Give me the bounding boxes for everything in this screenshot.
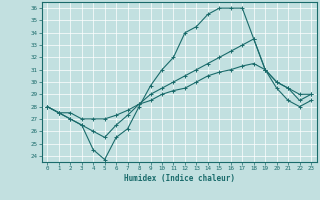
X-axis label: Humidex (Indice chaleur): Humidex (Indice chaleur): [124, 174, 235, 183]
